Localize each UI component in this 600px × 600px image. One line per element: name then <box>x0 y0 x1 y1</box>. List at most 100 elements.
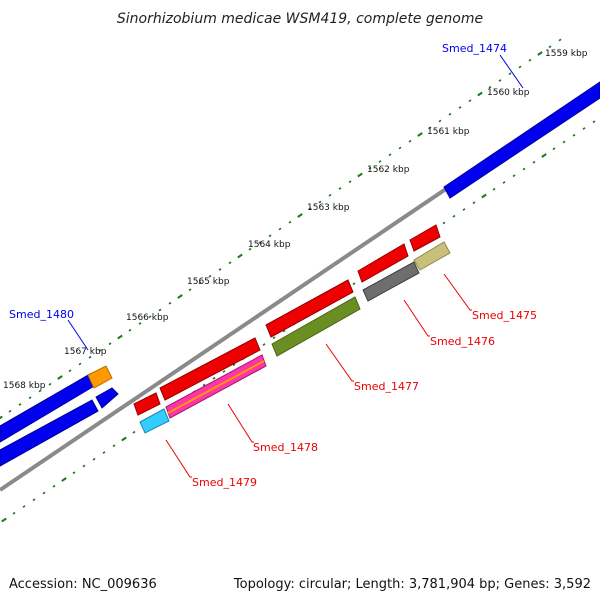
accession-text: Accession: NC_009636 <box>9 577 157 592</box>
inner-ring-tick <box>212 376 216 380</box>
outer-ring-tick <box>438 119 442 123</box>
inner-ring-tick <box>462 208 466 211</box>
inner-ring-tick <box>132 430 136 434</box>
scale-label-1562: 1562 kbp <box>367 165 410 175</box>
scale-label-1561: 1561 kbp <box>427 127 470 137</box>
inner-ring-tick <box>32 498 36 502</box>
outer-ring-tick <box>388 153 392 157</box>
inner-ring-tick <box>532 160 536 164</box>
inner-ring-tick <box>582 127 586 130</box>
outer-ring-tick <box>38 389 42 393</box>
outer-ring-tick <box>338 187 342 190</box>
outer-ring-tick <box>488 85 492 89</box>
outer-ring-tick <box>278 227 282 231</box>
inner-ring-tick <box>82 464 86 468</box>
gene-small-blue-arrow[interactable] <box>95 387 119 409</box>
leader-smed-1476 <box>403 299 430 337</box>
gene-label-smed-1474[interactable]: Smed_1474 <box>442 42 507 55</box>
gene-smed-1475-feature[interactable] <box>409 224 441 252</box>
outer-ring-tick <box>78 362 82 366</box>
inner-ring-tick <box>481 193 487 199</box>
outer-ring-tick <box>98 349 102 352</box>
outer-ring-tick <box>258 241 262 244</box>
scale-label-1567: 1567 kbp <box>64 347 107 357</box>
gene-label-smed-1475[interactable]: Smed_1475 <box>472 309 537 322</box>
outer-ring-tick <box>158 308 162 312</box>
inner-ring-tick <box>562 140 566 144</box>
gene-smed-1477-red[interactable] <box>265 279 354 338</box>
outer-ring-tick <box>198 281 202 285</box>
outer-ring-tick <box>148 315 152 319</box>
scale-label-1560: 1560 kbp <box>487 88 530 98</box>
genome-summary-text: Topology: circular; Length: 3,781,904 bp… <box>233 577 591 592</box>
inner-ring-tick <box>42 491 46 495</box>
outer-ring-tick <box>177 294 183 299</box>
scale-label-1563: 1563 kbp <box>307 203 350 213</box>
gene-smed-1478-red[interactable] <box>159 337 261 401</box>
inner-ring-tick <box>262 343 266 346</box>
outer-ring-tick <box>57 375 63 380</box>
reverse-strand-genes <box>133 224 451 434</box>
outer-ring-tick <box>228 261 232 265</box>
outer-ring-tick <box>218 268 222 271</box>
inner-ring-tick <box>572 133 576 137</box>
gene-smed-1479-red[interactable] <box>133 392 161 416</box>
gene-label-smed-1479[interactable]: Smed_1479 <box>192 476 257 489</box>
outer-ring-tick <box>108 342 112 346</box>
inner-ring-tick <box>102 451 106 454</box>
outer-ring-tick <box>548 45 552 49</box>
outer-ring-tick <box>28 396 32 400</box>
inner-ring-tick <box>492 187 496 191</box>
inner-ring-tick <box>61 477 67 482</box>
outer-ring-tick <box>268 234 272 238</box>
gene-label-smed-1478[interactable]: Smed_1478 <box>253 441 318 454</box>
inner-ring-tick <box>522 167 526 171</box>
inner-ring-tick <box>72 471 76 475</box>
inner-ring-tick <box>52 484 56 488</box>
outer-ring-tick <box>468 99 472 103</box>
leader-smed-1478 <box>227 403 254 443</box>
inner-ring-tick <box>541 153 547 158</box>
leader-smed-1479 <box>165 439 192 478</box>
gene-smed-1477-olive[interactable] <box>271 296 361 357</box>
outer-ring-tick <box>128 328 132 332</box>
gene-smed-1475-khaki[interactable] <box>413 241 451 271</box>
gene-smed-1478-stripe-orange <box>167 360 265 414</box>
outer-ring-tick <box>138 322 142 325</box>
outer-ring-tick <box>117 334 123 340</box>
outer-ring-tick <box>518 65 522 69</box>
gene-smed-1476-red[interactable] <box>357 243 409 283</box>
inner-ring-tick <box>12 511 16 515</box>
outer-ring-tick <box>48 382 52 386</box>
gene-label-smed-1480[interactable]: Smed_1480 <box>9 308 74 321</box>
outer-ring-tick <box>297 213 303 218</box>
leader-smed-1477 <box>325 343 354 382</box>
outer-ring-tick <box>408 139 412 143</box>
inner-ring-tick <box>452 214 456 218</box>
gene-smed-1479-cyan[interactable] <box>139 408 170 434</box>
inner-ring-tick <box>232 363 236 367</box>
inner-ring-tick <box>592 120 596 124</box>
gene-label-smed-1477[interactable]: Smed_1477 <box>354 380 419 393</box>
gene-orange-feature[interactable] <box>87 365 113 389</box>
scale-label-1559: 1559 kbp <box>545 49 588 59</box>
gene-smed-1480-reverse-block[interactable] <box>0 399 99 467</box>
gene-label-smed-1476[interactable]: Smed_1476 <box>430 335 495 348</box>
gene-smed-1476-gray[interactable] <box>362 261 420 302</box>
label-leaders <box>67 54 524 478</box>
outer-ring-tick <box>348 180 352 184</box>
outer-ring-tick <box>18 403 22 406</box>
inner-ring-tick <box>1 517 7 523</box>
outer-ring-tick <box>378 160 382 163</box>
outer-ring-tick <box>528 58 532 62</box>
gene-smed-1474-feature[interactable] <box>443 81 600 199</box>
scale-label-1566: 1566 kbp <box>126 313 169 323</box>
outer-ring-tick <box>328 193 332 197</box>
inner-ring-tick <box>282 329 286 333</box>
outer-tick-ring <box>0 38 562 420</box>
map-title: Sinorhizobium medicae WSM419, complete g… <box>117 11 483 27</box>
inner-ring-tick <box>512 174 516 178</box>
inner-ring-tick <box>472 201 476 205</box>
leader-smed-1475 <box>443 273 472 311</box>
inner-ring-tick <box>22 505 26 508</box>
